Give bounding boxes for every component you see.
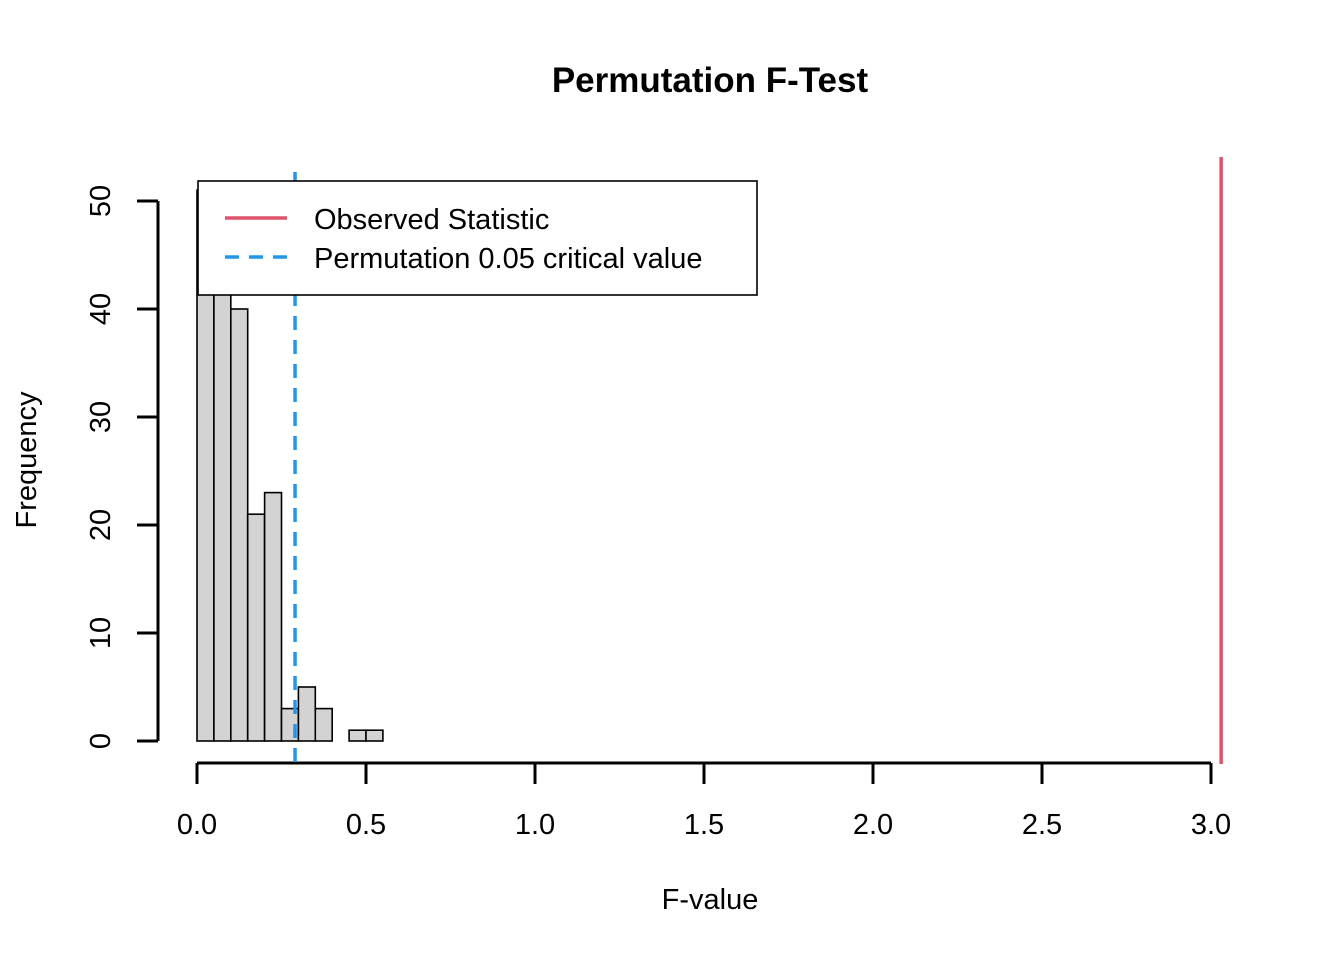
y-tick-label: 30 xyxy=(85,401,117,433)
x-tick-label: 0.0 xyxy=(177,809,217,841)
histogram-bar xyxy=(314,707,333,742)
histogram-bar xyxy=(365,729,384,742)
x-tick-label: 3.0 xyxy=(1191,809,1231,841)
x-tick-label: 1.5 xyxy=(684,809,724,841)
histogram-bar xyxy=(297,686,317,742)
y-tick-label: 50 xyxy=(85,185,117,217)
x-tick-label: 1.0 xyxy=(515,809,555,841)
chart-title: Permutation F-Test xyxy=(552,61,869,100)
y-tick-label: 10 xyxy=(85,617,117,649)
y-axis: 0 10 20 30 40 50 xyxy=(85,185,160,749)
x-axis-label: F-value xyxy=(662,884,759,916)
histogram-bar xyxy=(230,308,249,742)
y-tick-label: 20 xyxy=(85,509,117,541)
histogram-bars xyxy=(196,189,384,742)
histogram-bar xyxy=(263,491,283,742)
legend: Observed Statistic Permutation 0.05 crit… xyxy=(197,180,758,296)
y-axis-label: Frequency xyxy=(11,391,43,529)
legend-box xyxy=(197,180,758,296)
histogram-bar xyxy=(213,264,232,742)
x-tick-label: 2.0 xyxy=(853,809,893,841)
y-tick-label: 40 xyxy=(85,293,117,325)
x-axis: 0.0 0.5 1.0 1.5 2.0 2.5 3.0 xyxy=(177,761,1231,841)
x-tick-label: 2.5 xyxy=(1022,809,1062,841)
legend-label-critical: Permutation 0.05 critical value xyxy=(314,243,702,275)
histogram-bar xyxy=(246,513,266,742)
legend-label-observed: Observed Statistic xyxy=(314,204,549,236)
x-tick-label: 0.5 xyxy=(346,809,386,841)
histogram-bar xyxy=(348,729,367,742)
y-tick-label: 0 xyxy=(85,733,117,749)
